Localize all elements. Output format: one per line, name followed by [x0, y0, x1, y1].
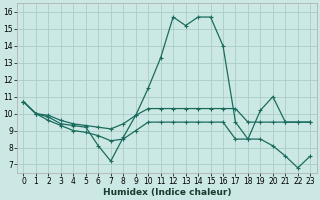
X-axis label: Humidex (Indice chaleur): Humidex (Indice chaleur)	[103, 188, 231, 197]
